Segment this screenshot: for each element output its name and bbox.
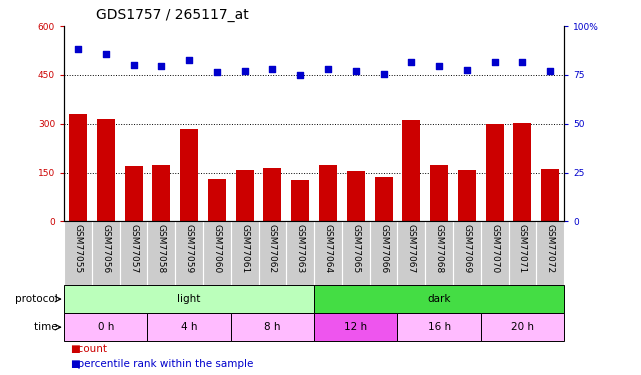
Bar [513, 123, 531, 221]
Text: GSM77058: GSM77058 [157, 224, 166, 274]
Bar [153, 165, 171, 221]
Text: GSM77056: GSM77056 [101, 224, 110, 274]
Point [434, 63, 444, 69]
Bar [430, 165, 448, 221]
Point [545, 68, 555, 74]
Point [517, 59, 528, 65]
Bar [397, 313, 481, 341]
Text: 20 h: 20 h [511, 322, 534, 332]
Text: dark: dark [428, 294, 451, 304]
Text: GSM77055: GSM77055 [74, 224, 83, 274]
Bar [291, 180, 309, 221]
Text: light: light [178, 294, 201, 304]
Text: count: count [71, 344, 106, 354]
Text: GSM77061: GSM77061 [240, 224, 249, 274]
Text: GSM77069: GSM77069 [462, 224, 471, 274]
Text: GSM77068: GSM77068 [435, 224, 444, 274]
Point [101, 51, 111, 57]
Text: GSM77066: GSM77066 [379, 224, 388, 274]
Text: GSM77063: GSM77063 [296, 224, 304, 274]
Point [240, 68, 250, 74]
Bar [208, 179, 226, 221]
Bar [481, 313, 564, 341]
Bar [458, 170, 476, 221]
Bar [486, 124, 504, 221]
Point [184, 57, 194, 63]
Bar [263, 168, 281, 221]
Bar [147, 313, 231, 341]
Bar [69, 114, 87, 221]
Text: GSM77059: GSM77059 [185, 224, 194, 274]
Text: protocol: protocol [15, 294, 61, 304]
Text: 12 h: 12 h [344, 322, 367, 332]
Bar [347, 171, 365, 221]
Bar [124, 166, 142, 221]
Text: 8 h: 8 h [264, 322, 281, 332]
Point [351, 68, 361, 74]
Text: GDS1757 / 265117_at: GDS1757 / 265117_at [96, 9, 249, 22]
Point [212, 69, 222, 75]
Text: GSM77065: GSM77065 [351, 224, 360, 274]
Bar [314, 285, 564, 313]
Text: GSM77064: GSM77064 [324, 224, 333, 274]
Text: ■: ■ [71, 344, 80, 354]
Text: 0 h: 0 h [97, 322, 114, 332]
Text: GSM77072: GSM77072 [545, 224, 554, 274]
Point [156, 63, 167, 69]
Text: 4 h: 4 h [181, 322, 197, 332]
Point [73, 46, 83, 52]
Text: 16 h: 16 h [428, 322, 451, 332]
Point [295, 72, 305, 78]
Point [378, 71, 388, 77]
Bar [64, 313, 147, 341]
Bar [236, 170, 254, 221]
Text: GSM77062: GSM77062 [268, 224, 277, 274]
Point [406, 59, 417, 65]
Text: GSM77057: GSM77057 [129, 224, 138, 274]
Text: percentile rank within the sample: percentile rank within the sample [71, 359, 253, 369]
Point [267, 66, 278, 72]
Point [323, 66, 333, 72]
Bar [319, 165, 337, 221]
Bar [64, 285, 314, 313]
Text: GSM77060: GSM77060 [212, 224, 221, 274]
Bar [403, 120, 420, 221]
Bar [180, 129, 198, 221]
Bar [314, 313, 397, 341]
Point [490, 59, 500, 65]
Bar [541, 169, 559, 221]
Bar [374, 177, 392, 221]
Bar [231, 313, 314, 341]
Point [462, 68, 472, 74]
Text: GSM77067: GSM77067 [407, 224, 416, 274]
Text: ■: ■ [71, 359, 80, 369]
Bar [97, 119, 115, 221]
Text: GSM77071: GSM77071 [518, 224, 527, 274]
Text: GSM77070: GSM77070 [490, 224, 499, 274]
Point [128, 62, 138, 68]
Text: time: time [34, 322, 61, 332]
